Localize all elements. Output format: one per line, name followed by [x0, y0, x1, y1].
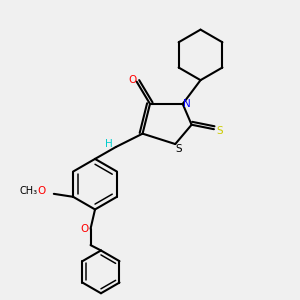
Text: H: H — [105, 139, 113, 149]
Text: O: O — [80, 224, 89, 234]
Text: S: S — [175, 144, 181, 154]
Text: N: N — [183, 99, 191, 109]
Text: O: O — [128, 75, 136, 85]
Text: CH₃: CH₃ — [20, 187, 38, 196]
Text: S: S — [216, 126, 223, 136]
Text: O: O — [37, 187, 46, 196]
